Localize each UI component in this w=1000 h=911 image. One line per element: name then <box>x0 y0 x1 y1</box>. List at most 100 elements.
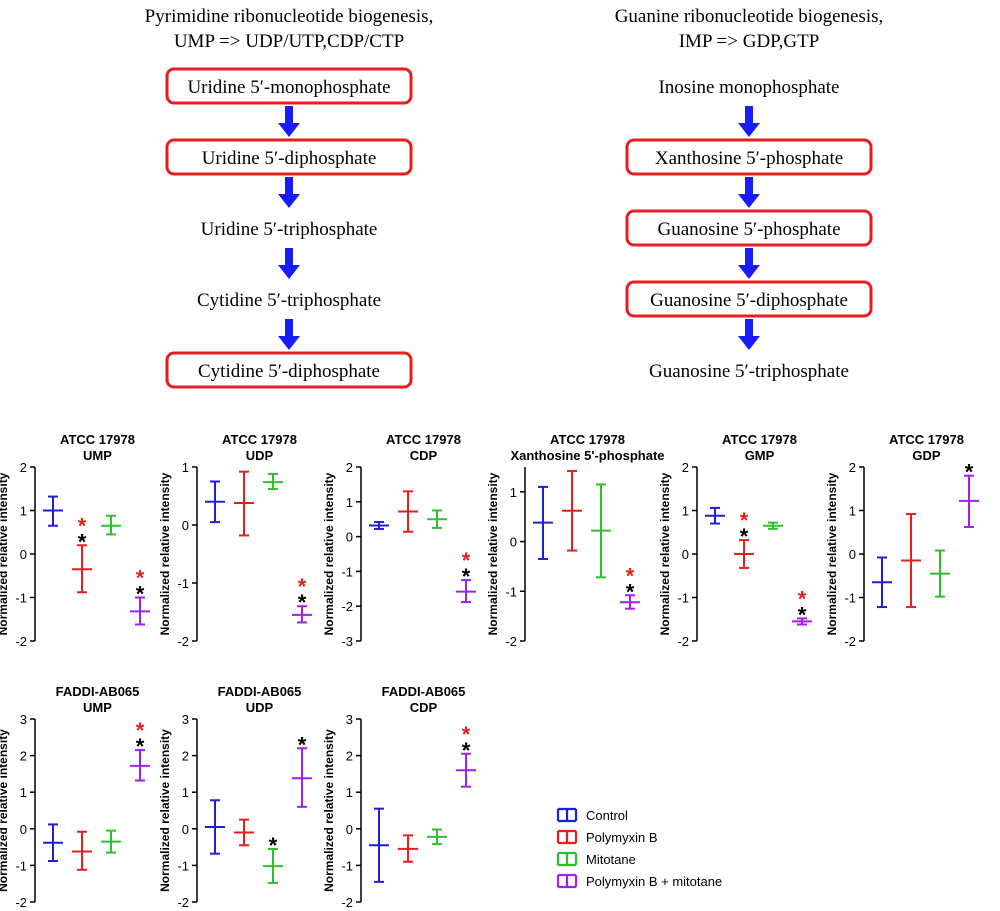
chart-title-line2: GDP <box>912 448 941 463</box>
y-tick-label: -2 <box>505 634 517 649</box>
y-tick-label: -1 <box>341 564 353 579</box>
guanine-arrow-3 <box>738 319 760 350</box>
y-axis-label: Normalized relative intensity <box>0 472 10 635</box>
guanine-step-label-4: Guanosine 5′-triphosphate <box>649 361 849 382</box>
y-tick-label: 3 <box>346 712 353 727</box>
chart-title-line1: ATCC 17978 <box>550 432 625 447</box>
series-polymyxin <box>234 818 254 847</box>
y-tick-label: -2 <box>677 634 689 649</box>
series-polymyxin <box>72 830 92 871</box>
legend-item-combo: Polymyxin B + mitotane <box>556 873 722 889</box>
guanine-step-label-0: Inosine monophosphate <box>658 77 839 98</box>
guanine-step-box-1 <box>625 138 873 176</box>
y-tick-label: -1 <box>677 591 689 606</box>
y-tick-label: 2 <box>20 749 27 764</box>
y-tick-label: -2 <box>15 895 27 910</box>
series-combo: ** <box>292 574 312 624</box>
y-tick-label: -1 <box>341 858 353 873</box>
series-control <box>205 799 225 855</box>
y-tick-label: -2 <box>844 634 856 649</box>
y-tick-label: 1 <box>182 785 189 800</box>
pyrimidine-arrow-3 <box>278 319 300 350</box>
guanine-arrow-1 <box>738 177 760 208</box>
chart-title-line2: CDP <box>410 448 438 463</box>
y-tick-label: 0 <box>182 518 189 533</box>
series-mitotane <box>263 472 283 491</box>
y-tick-label: 2 <box>346 749 353 764</box>
guanine-step-box-2 <box>625 209 873 247</box>
series-control <box>205 480 225 524</box>
pyrimidine-title-line2: UMP => UDP/UTP,CDP/CTP <box>174 31 404 52</box>
series-polymyxin <box>234 470 254 537</box>
y-tick-label: -2 <box>341 599 353 614</box>
charts-area: ATCC 17978 UMP -2 -1 0 1 2 Normalized relative … <box>0 432 979 910</box>
series-mitotane <box>930 549 950 598</box>
pyrimidine-step-box-1 <box>165 138 413 176</box>
legend-label: Polymyxin B <box>586 830 658 845</box>
series-control <box>43 495 63 527</box>
y-tick-label: 2 <box>849 460 856 475</box>
legend-item-mitotane: Mitotane <box>556 851 636 867</box>
y-tick-label: 1 <box>849 504 856 519</box>
series-control <box>43 823 63 863</box>
series-polymyxin <box>901 512 921 609</box>
pyrimidine-step-box-0 <box>165 67 413 105</box>
significance-star-red: * <box>462 722 471 747</box>
y-tick-label: 3 <box>20 712 27 727</box>
significance-star-black: * <box>462 564 471 589</box>
series-mitotane <box>591 483 611 579</box>
y-tick-label: -3 <box>341 634 353 649</box>
series-combo: ** <box>130 566 150 626</box>
series-mitotane: * <box>263 833 283 884</box>
legend-swatch <box>556 807 578 823</box>
significance-star-black: * <box>78 529 87 554</box>
series-combo: ** <box>792 586 812 627</box>
significance-star-black: * <box>798 602 807 627</box>
y-tick-label: -2 <box>15 634 27 649</box>
y-tick-label: -1 <box>844 591 856 606</box>
chart-title-line2: GMP <box>745 448 775 463</box>
y-axis-label: Normalized relative intensity <box>486 472 500 635</box>
significance-star-red: * <box>78 513 87 538</box>
series-control <box>369 807 389 883</box>
y-tick-label: 0 <box>20 822 27 837</box>
chart-title-line2: UDP <box>246 700 274 715</box>
significance-star-black: * <box>462 738 471 763</box>
pyrimidine-arrow-1 <box>278 177 300 208</box>
chart-title-line1: FADDI-AB065 <box>56 684 140 699</box>
y-tick-label: 0 <box>182 822 189 837</box>
legend-label: Mitotane <box>586 852 636 867</box>
y-axis-label: Normalized relative intensity <box>322 472 336 635</box>
y-tick-label: 1 <box>346 785 353 800</box>
pyrimidine-step-label-4: Cytidine 5′-diphosphate <box>198 361 380 382</box>
y-axis-label: Normalized relative intensity <box>322 729 336 892</box>
y-tick-label: -1 <box>15 858 27 873</box>
y-tick-label: 0 <box>682 547 689 562</box>
series-control <box>872 556 892 609</box>
y-tick-label: -2 <box>177 634 189 649</box>
pyrimidine-arrow-2 <box>278 248 300 279</box>
chart-title-line2: UMP <box>83 448 112 463</box>
pyrimidine-pathway: Pyrimidine ribonucleotide biogenesis, UM… <box>145 6 433 389</box>
series-polymyxin <box>398 490 418 533</box>
y-tick-label: 0 <box>510 535 517 550</box>
series-mitotane <box>101 829 121 854</box>
y-tick-label: 1 <box>20 504 27 519</box>
legend-swatch <box>556 851 578 867</box>
y-tick-label: -1 <box>15 591 27 606</box>
series-control <box>705 506 725 525</box>
chart-title-line2: CDP <box>410 700 438 715</box>
significance-star-black: * <box>298 590 307 615</box>
significance-star-black: * <box>136 734 145 759</box>
y-tick-label: 1 <box>510 485 517 500</box>
y-tick-label: -1 <box>177 858 189 873</box>
legend-item-polymyxin: Polymyxin B <box>556 829 658 845</box>
chart-title-line1: ATCC 17978 <box>222 432 297 447</box>
guanine-title-line2: IMP => GDP,GTP <box>679 31 820 52</box>
y-tick-label: 0 <box>849 547 856 562</box>
